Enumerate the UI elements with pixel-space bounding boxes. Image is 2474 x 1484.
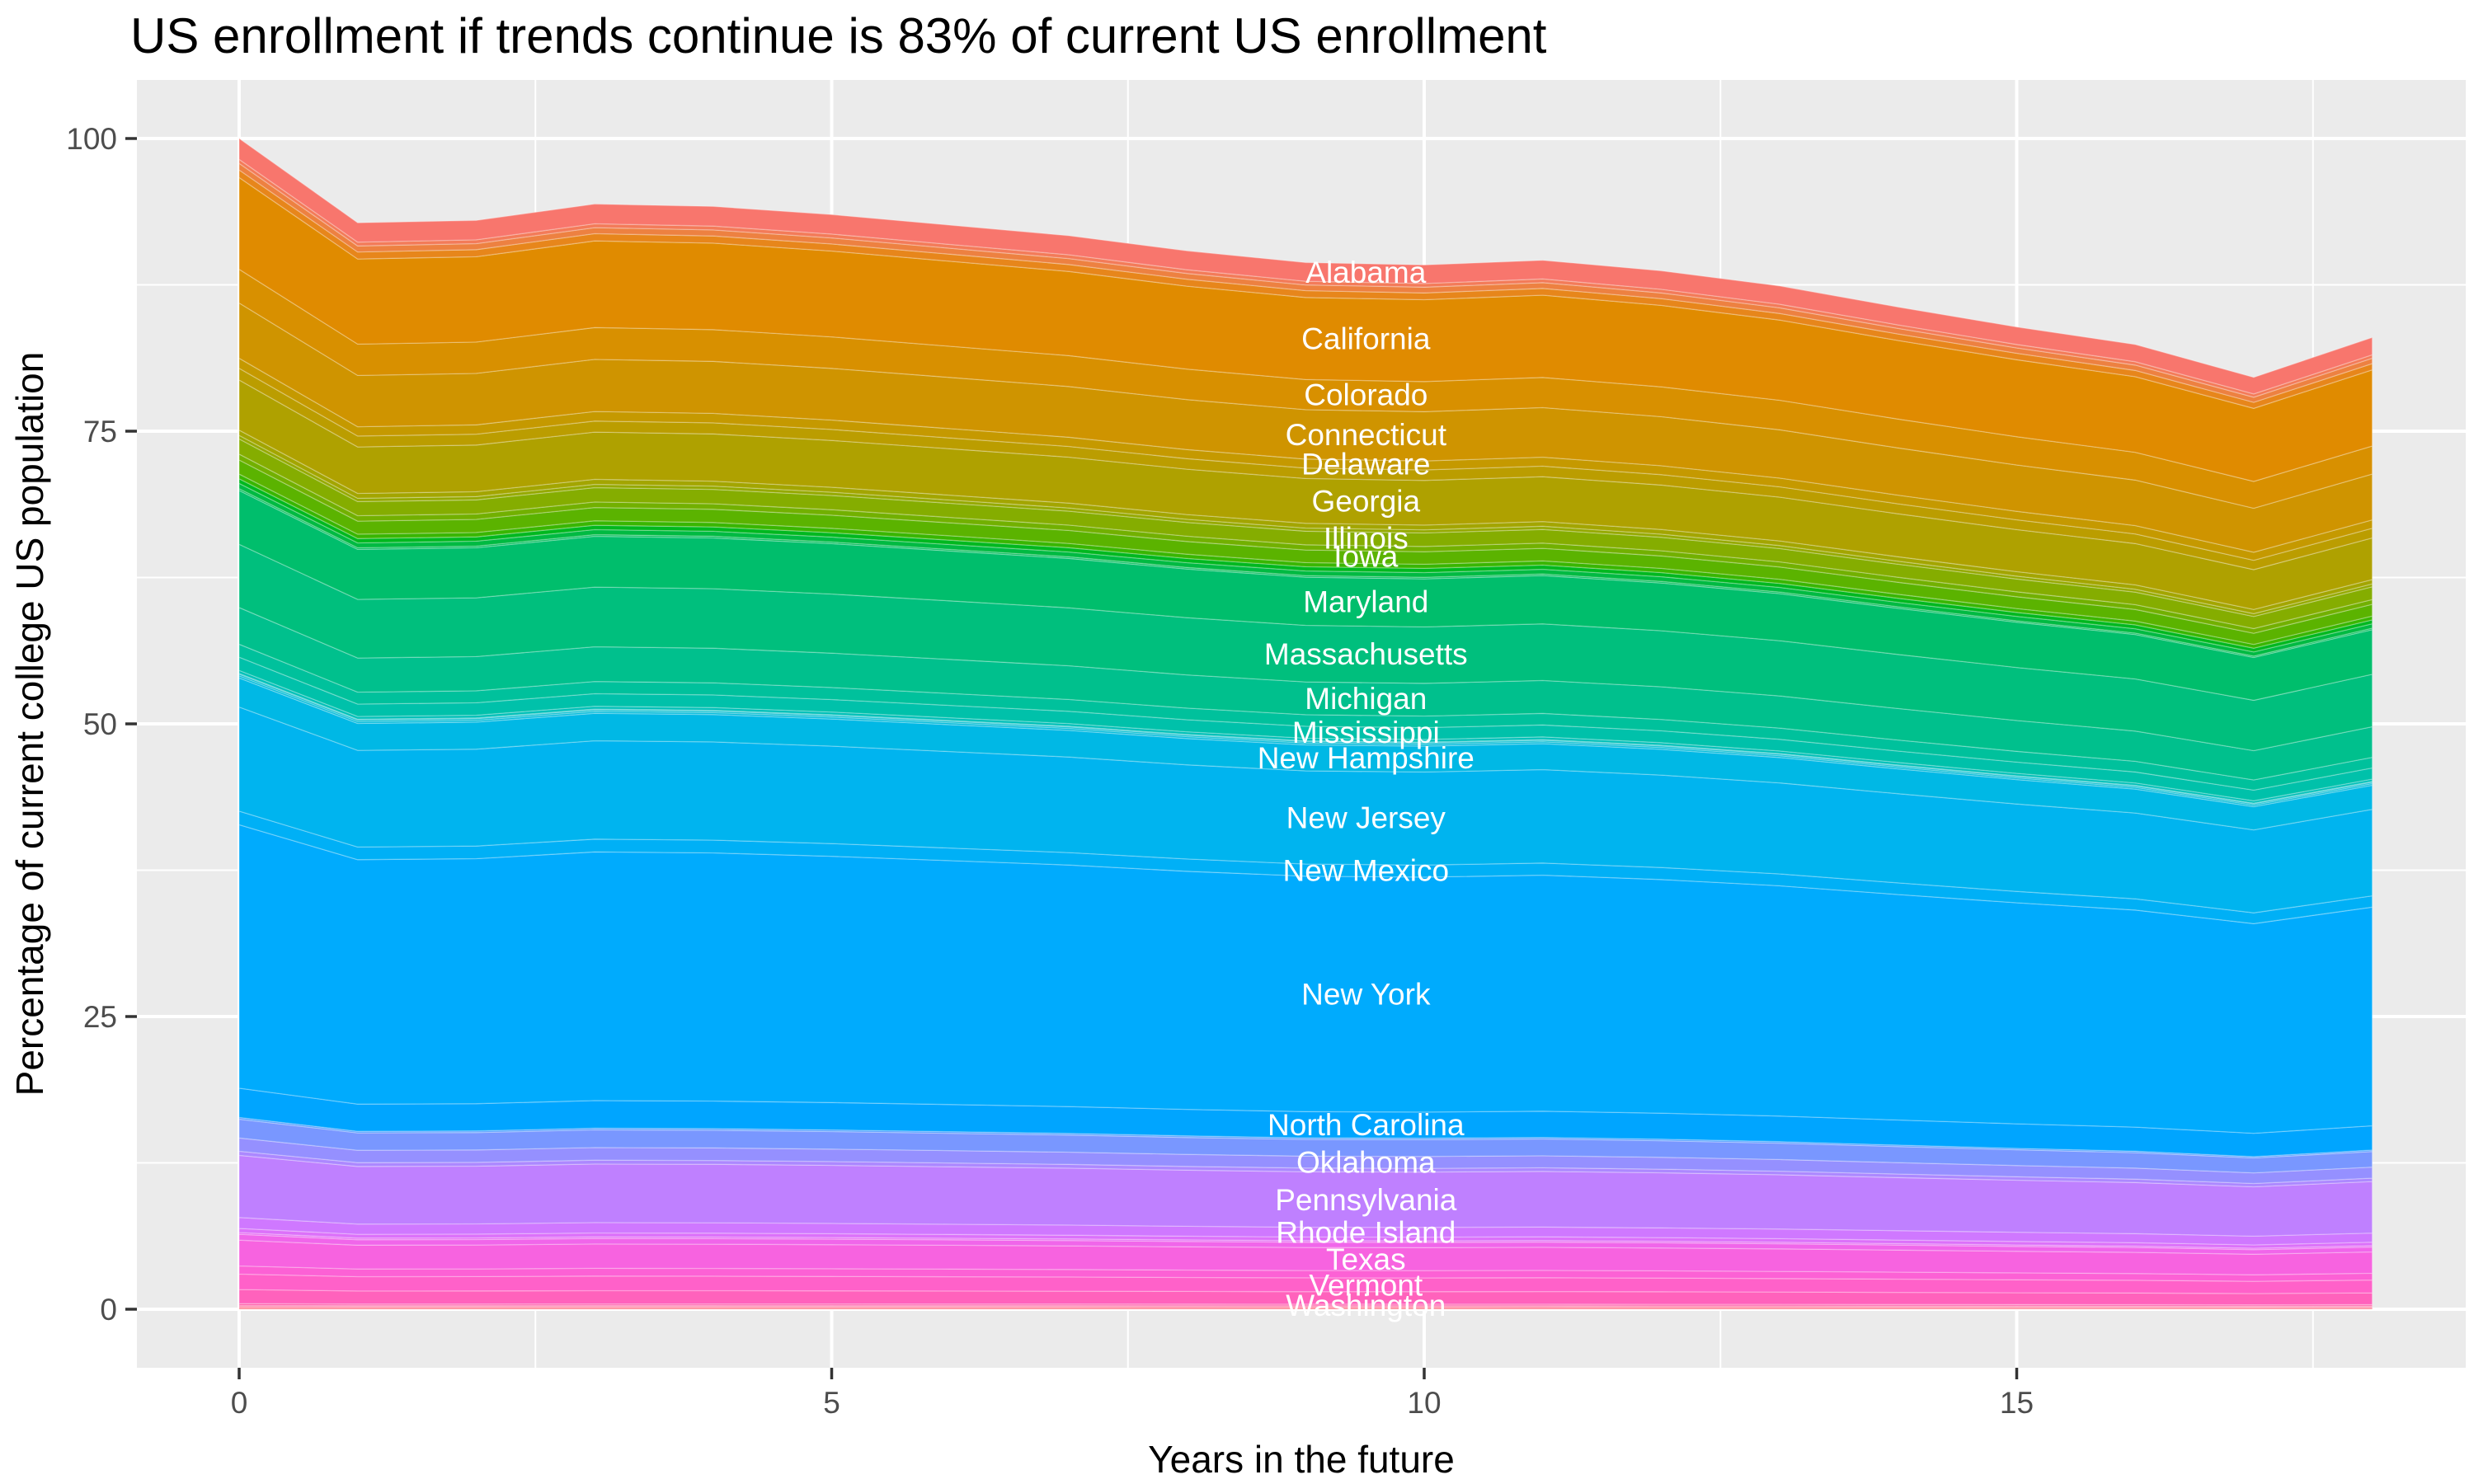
area-arkansas <box>238 168 2373 409</box>
state-label-alabama: Alabama <box>1305 256 1426 289</box>
state-label-new-hampshire: New Hampshire <box>1258 741 1475 775</box>
state-label-california: California <box>1301 322 1431 356</box>
state-label-iowa: Iowa <box>1333 540 1399 574</box>
x-tick-label: 0 <box>231 1386 248 1420</box>
state-label-vermont: Vermont <box>1309 1268 1423 1302</box>
area-north-dakota <box>238 1116 2373 1159</box>
area-pennsylvania <box>238 1154 2373 1237</box>
area-georgia <box>238 378 2373 610</box>
state-label-mississippi: Mississippi <box>1292 716 1440 749</box>
state-label-north-carolina: North Carolina <box>1268 1108 1465 1142</box>
x-tick-label: 10 <box>1407 1386 1441 1420</box>
area-missouri <box>238 669 2373 804</box>
state-label-new-jersey: New Jersey <box>1286 801 1446 834</box>
y-tick-label: 50 <box>83 707 117 741</box>
area-mississippi <box>238 656 2373 801</box>
area-indiana <box>238 453 2373 634</box>
state-label-georgia: Georgia <box>1311 485 1420 519</box>
area-illinois <box>238 438 2373 630</box>
state-label-texas: Texas <box>1326 1242 1406 1276</box>
x-tick-label: 5 <box>823 1386 840 1420</box>
state-label-washington: Washington <box>1286 1289 1446 1322</box>
state-label-connecticut: Connecticut <box>1286 418 1447 452</box>
area-north-carolina <box>238 1087 2373 1158</box>
x-axis-title: Years in the future <box>1148 1438 1455 1481</box>
area-new-mexico <box>238 810 2373 924</box>
state-label-oklahoma: Oklahoma <box>1296 1146 1436 1180</box>
state-label-delaware: Delaware <box>1301 447 1430 481</box>
y-axis-title: Percentage of current college US populat… <box>8 352 51 1097</box>
y-tick-label: 0 <box>100 1293 117 1327</box>
area-florida <box>238 367 2373 571</box>
page-title: US enrollment if trends continue is 83% … <box>130 8 1547 63</box>
area-alabama <box>238 137 2373 395</box>
state-label-illinois: Illinois <box>1324 522 1409 556</box>
area-idaho <box>238 434 2373 618</box>
state-label-new-mexico: New Mexico <box>1283 853 1450 887</box>
x-tick-label: 15 <box>2000 1386 2034 1420</box>
state-label-rhode-island: Rhode Island <box>1276 1215 1456 1249</box>
state-label-pennsylvania: Pennsylvania <box>1275 1183 1457 1217</box>
state-label-maryland: Maryland <box>1303 585 1428 618</box>
state-label-massachusetts: Massachusetts <box>1264 637 1468 671</box>
y-tick-label: 100 <box>66 122 117 156</box>
area-nevada <box>238 674 2373 808</box>
area-connecticut <box>238 302 2373 553</box>
y-tick-label: 25 <box>83 1000 117 1034</box>
y-tick-label: 75 <box>83 415 117 448</box>
annotations: Alabama California Colorado ConnecticutDela… <box>66 122 2034 1420</box>
state-label-michigan: Michigan <box>1305 682 1427 716</box>
state-label-colorado: Colorado <box>1304 378 1427 412</box>
area-ohio <box>238 1118 2373 1174</box>
state-label-new-york: New York <box>1301 978 1431 1012</box>
stacked-areas <box>238 137 2373 1310</box>
